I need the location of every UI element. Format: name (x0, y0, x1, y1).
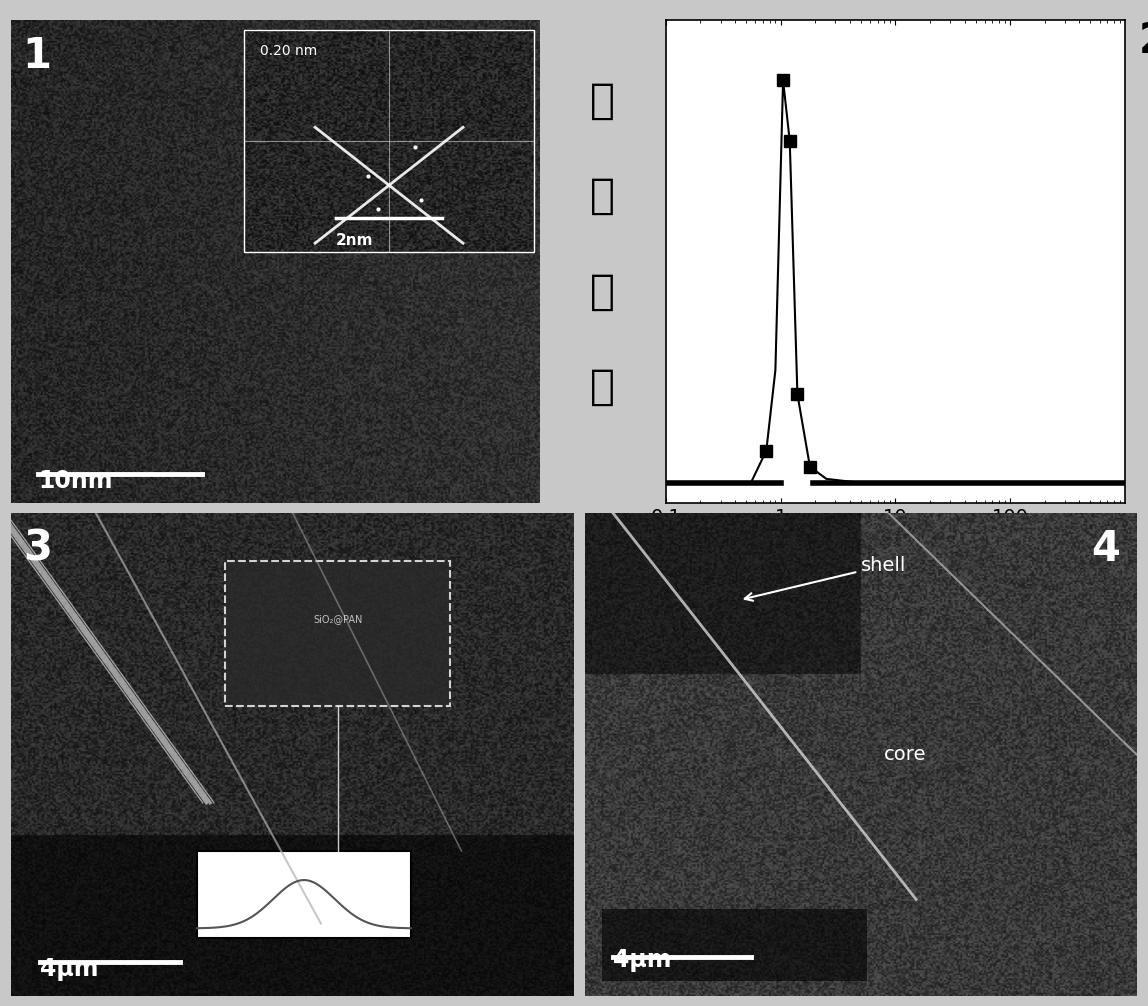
Text: 4μm: 4μm (39, 958, 98, 982)
Text: shell: shell (745, 556, 907, 601)
Bar (197, 851, 411, 938)
Text: 粒: 粒 (590, 79, 615, 122)
Text: 布: 布 (590, 366, 615, 408)
Text: 0.20 nm: 0.20 nm (259, 44, 317, 58)
Bar (225, 561, 450, 706)
Text: core: core (884, 745, 926, 764)
Text: 分: 分 (590, 271, 615, 313)
Text: 4μm: 4μm (613, 948, 672, 972)
Text: 4: 4 (1091, 527, 1120, 569)
Text: SiO₂@PAN: SiO₂@PAN (313, 615, 363, 625)
Text: 2: 2 (1139, 20, 1148, 62)
Text: 2nm: 2nm (336, 232, 374, 247)
Text: 径: 径 (590, 175, 615, 217)
Bar (602, 909, 867, 982)
Text: 1: 1 (22, 34, 51, 76)
X-axis label: 粒径(nm): 粒径(nm) (851, 532, 940, 556)
Text: 3: 3 (23, 527, 52, 569)
Bar (243, 30, 534, 252)
Text: 10nm: 10nm (38, 470, 113, 493)
